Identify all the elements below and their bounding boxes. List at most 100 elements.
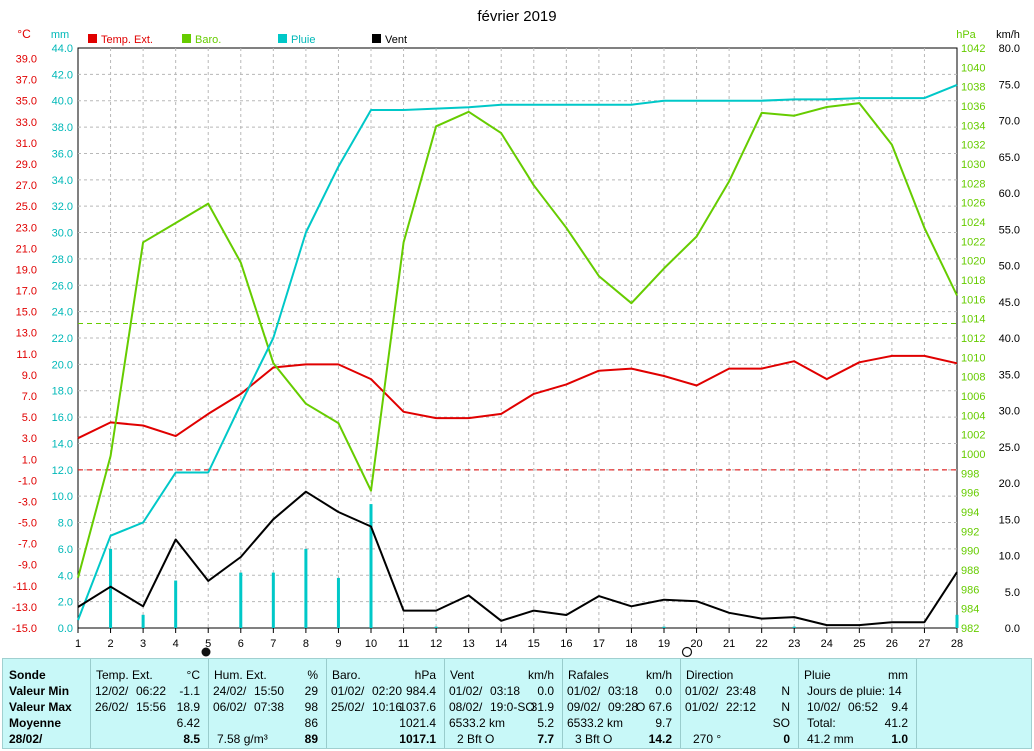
rain-tick-label: 0.0 — [58, 623, 73, 635]
rain-daily-bar — [304, 548, 308, 628]
baro-tick-label: 1034 — [961, 120, 985, 132]
rafales-header: Rafales — [568, 668, 609, 682]
temp-tick-label: 17.0 — [16, 286, 37, 298]
temp-tick-label: -15.0 — [12, 623, 37, 635]
vent-min-value: 0.0 — [537, 684, 554, 698]
rain-tick-label: 26.0 — [52, 280, 73, 292]
rafales-max-date: 09/02/ — [567, 700, 601, 714]
x-tick-label: 9 — [335, 638, 341, 650]
series-line-baro- — [77, 102, 958, 578]
rain-tick-label: 44.0 — [52, 43, 73, 55]
direction-max-date: 01/02/ — [685, 700, 719, 714]
temp-tick-label: 31.0 — [16, 138, 37, 150]
x-tick-label: 26 — [886, 638, 898, 650]
baro-tick-label: 986 — [961, 584, 979, 596]
rafales-min-date: 01/02/ — [567, 684, 601, 698]
temp-tick-label: 9.0 — [22, 370, 37, 382]
x-tick-label: 13 — [463, 638, 475, 650]
rain-daily-bar — [369, 504, 373, 628]
baro-tick-label: 1020 — [961, 256, 985, 268]
hum-min-time: 15:50 — [254, 684, 285, 698]
baro-tick-label: 1036 — [961, 101, 985, 113]
x-tick-label: 19 — [658, 638, 670, 650]
chart-title: février 2019 — [477, 8, 556, 25]
direction-min-time: 23:48 — [726, 684, 757, 698]
rain-daily-bar — [141, 614, 145, 628]
x-tick-label: 12 — [430, 638, 442, 650]
temp-tick-label: 21.0 — [16, 243, 37, 255]
vent-beaufort: 2 Bft O — [457, 732, 495, 746]
hpa-axis-label: hPa — [956, 29, 976, 41]
legend: Temp. Ext. Baro. Pluie Vent — [88, 34, 407, 46]
temp-tick-label: 29.0 — [16, 159, 37, 171]
rafales-min-value: 0.0 — [655, 684, 672, 698]
rain-tick-label: 14.0 — [52, 438, 73, 450]
rain-daily-bar — [792, 626, 796, 628]
baro-tick-label: 1004 — [961, 410, 985, 422]
baro-tick-label: 1002 — [961, 430, 985, 442]
temp-current-value: 8.5 — [183, 732, 200, 746]
rain-daily-bar — [434, 626, 438, 628]
x-tick-label: 15 — [528, 638, 540, 650]
sonde-header: Sonde — [9, 668, 46, 682]
vent-max-date: 08/02/ — [449, 700, 483, 714]
baro-tick-label: 1016 — [961, 294, 985, 306]
rain-tick-label: 16.0 — [52, 412, 73, 424]
baro-tick-label: 998 — [961, 468, 979, 480]
direction-min-date: 01/02/ — [685, 684, 719, 698]
baro-tick-label: 1026 — [961, 198, 985, 210]
x-tick-label: 5 — [205, 638, 211, 650]
wind-tick-label: 55.0 — [999, 224, 1020, 236]
vent-current-value: 7.7 — [537, 732, 554, 746]
pluie-header: Pluie — [804, 668, 831, 682]
hum-min-date: 24/02/ — [213, 684, 247, 698]
x-tick-label: 20 — [690, 638, 702, 650]
col-empty — [917, 659, 1031, 748]
temp-tick-label: -9.0 — [18, 560, 37, 572]
chart-grid — [77, 47, 958, 629]
chart-axes: 1 2 3 4 5 6 7 8 9 10 11 12 13 14 15 16 17 18 19 20 21 22 23 24 2… — [12, 43, 1020, 650]
col-baro: Baro. hPa 01/02/02:20 984.4 25/02/10:16 103… — [327, 659, 445, 748]
hum-max-value: 98 — [304, 700, 318, 714]
wind-tick-label: 5.0 — [1005, 587, 1020, 599]
rain-daily-bar — [109, 548, 113, 628]
legend-label-temp: Temp. Ext. — [101, 34, 153, 46]
col-temp: Temp. Ext. °C 12/02/06:22 -1.1 26/02/15:56… — [91, 659, 209, 748]
legend-swatch-baro — [182, 34, 191, 43]
pluie-total-label: Total: — [807, 716, 836, 730]
hum-abs-value: 7.58 g/m³ — [217, 732, 268, 746]
legend-swatch-pluie — [278, 34, 287, 43]
row-label-avg: Moyenne — [9, 716, 62, 730]
pluie-rain-days: Jours de pluie: 14 — [807, 684, 902, 698]
row-label-min: Valeur Min — [9, 684, 70, 698]
temp-min-time: 06:22 — [136, 684, 167, 698]
baro-tick-label: 992 — [961, 526, 979, 538]
temp-unit: °C — [186, 668, 200, 682]
summary-table: Sonde Valeur Min Valeur Max Moyenne 28/0… — [2, 658, 1032, 749]
rain-daily-bar — [955, 614, 959, 628]
baro-tick-label: 1028 — [961, 178, 985, 190]
col-vent: Vent km/h 01/02/03:18 0.0 08/02/19:0-SO 31.… — [445, 659, 563, 748]
row-label-max: Valeur Max — [9, 700, 72, 714]
x-tick-label: 27 — [918, 638, 930, 650]
baro-tick-label: 1024 — [961, 217, 985, 229]
baro-max-time: 10:16 — [372, 700, 403, 714]
rain-tick-label: 38.0 — [52, 122, 73, 134]
hum-unit: % — [307, 668, 318, 682]
rain-tick-label: 40.0 — [52, 96, 73, 108]
pluie-max-value: 9.4 — [891, 700, 908, 714]
baro-tick-label: 1032 — [961, 140, 985, 152]
rafales-distance: 6533.2 km — [567, 716, 624, 730]
temp-tick-label: 7.0 — [22, 391, 37, 403]
wind-tick-label: 25.0 — [999, 442, 1020, 454]
hum-current-value: 89 — [304, 732, 318, 746]
pluie-total-value: 41.2 — [884, 716, 908, 730]
x-tick-label: 4 — [173, 638, 179, 650]
temp-header: Temp. Ext. — [96, 668, 153, 682]
baro-tick-label: 1014 — [961, 314, 985, 326]
baro-tick-label: 984 — [961, 604, 979, 616]
vent-max-time: 19:0-SO — [490, 700, 535, 714]
rain-tick-label: 2.0 — [58, 597, 73, 609]
col-hum: Hum. Ext.% 24/02/15:50 29 06/02/07:38 98 8… — [209, 659, 327, 748]
temp-tick-label: 15.0 — [16, 307, 37, 319]
